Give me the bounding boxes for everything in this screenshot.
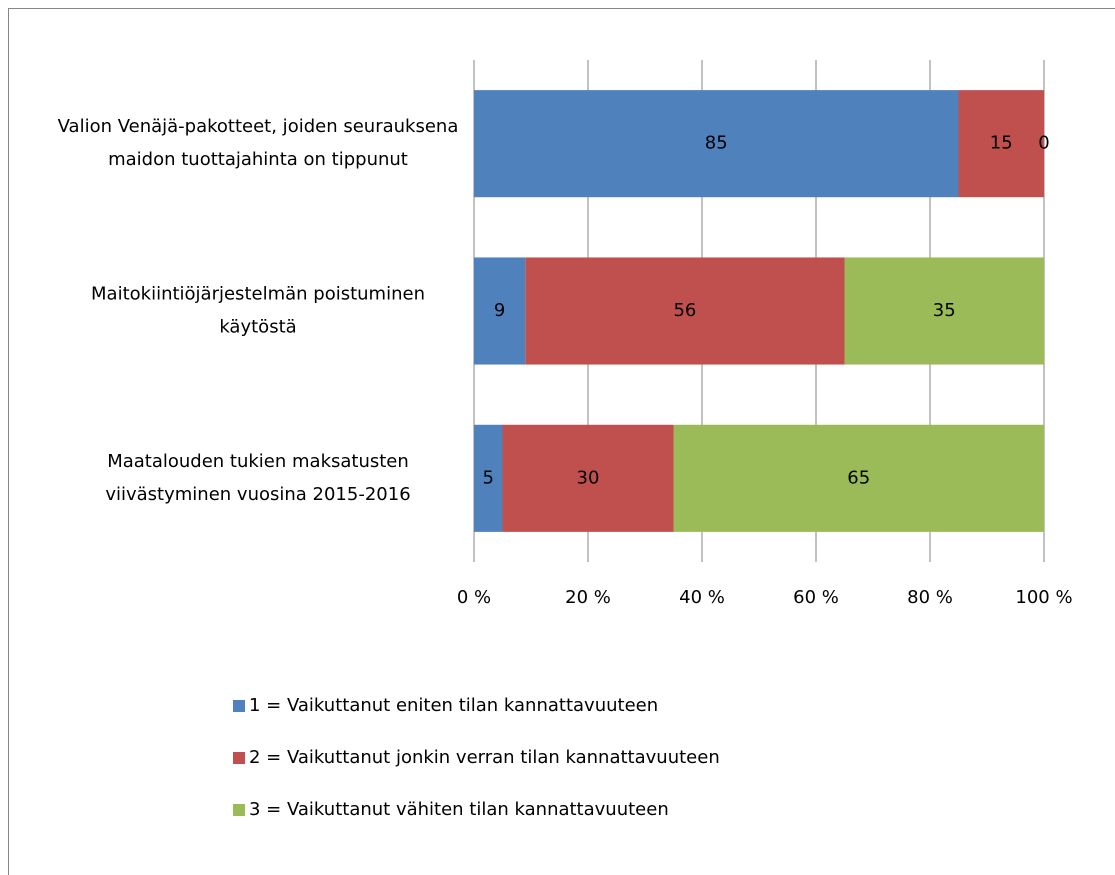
- x-tick-label: 60 %: [793, 587, 839, 608]
- data-label: 56: [673, 300, 696, 321]
- data-label: 5: [483, 467, 494, 488]
- data-label: 85: [705, 133, 728, 154]
- bar-segment: [474, 257, 526, 365]
- x-tick-label: 100 %: [1015, 587, 1072, 608]
- bar-segment: [525, 257, 845, 365]
- legend-swatch: [233, 700, 245, 712]
- bar-segment: [673, 424, 1044, 532]
- data-label: 15: [990, 133, 1013, 154]
- bar-segment: [844, 257, 1044, 365]
- legend-swatch: [233, 752, 245, 764]
- y-tick-label: Maitokiintiöjärjestelmän poistuminen käyt…: [91, 284, 425, 338]
- data-label: 9: [494, 300, 505, 321]
- legend-label: 1 = Vaikuttanut eniten tilan kannattavuu…: [249, 695, 658, 716]
- bar-segment: [474, 90, 959, 198]
- legend-label: 3 = Vaikuttanut vähiten tilan kannattavu…: [249, 799, 669, 820]
- x-tick-label: 40 %: [679, 587, 725, 608]
- data-label: 0: [1038, 133, 1049, 154]
- data-label: 35: [933, 300, 956, 321]
- data-label: 65: [847, 467, 870, 488]
- y-tick-label: Valion Venäjä-pakotteet, joiden seurauks…: [58, 116, 459, 170]
- x-tick-label: 20 %: [565, 587, 611, 608]
- x-tick-label: 0 %: [457, 587, 491, 608]
- legend-swatch: [233, 804, 245, 816]
- bar-segment: [474, 424, 503, 532]
- x-tick-label: 80 %: [907, 587, 953, 608]
- y-tick-label: Maatalouden tukien maksatusten viivästymi…: [105, 451, 410, 505]
- data-label: 30: [577, 467, 600, 488]
- legend-label: 2 = Vaikuttanut jonkin verran tilan kann…: [249, 747, 720, 768]
- bar-segment: [502, 424, 674, 532]
- bar-segment: [958, 90, 1044, 198]
